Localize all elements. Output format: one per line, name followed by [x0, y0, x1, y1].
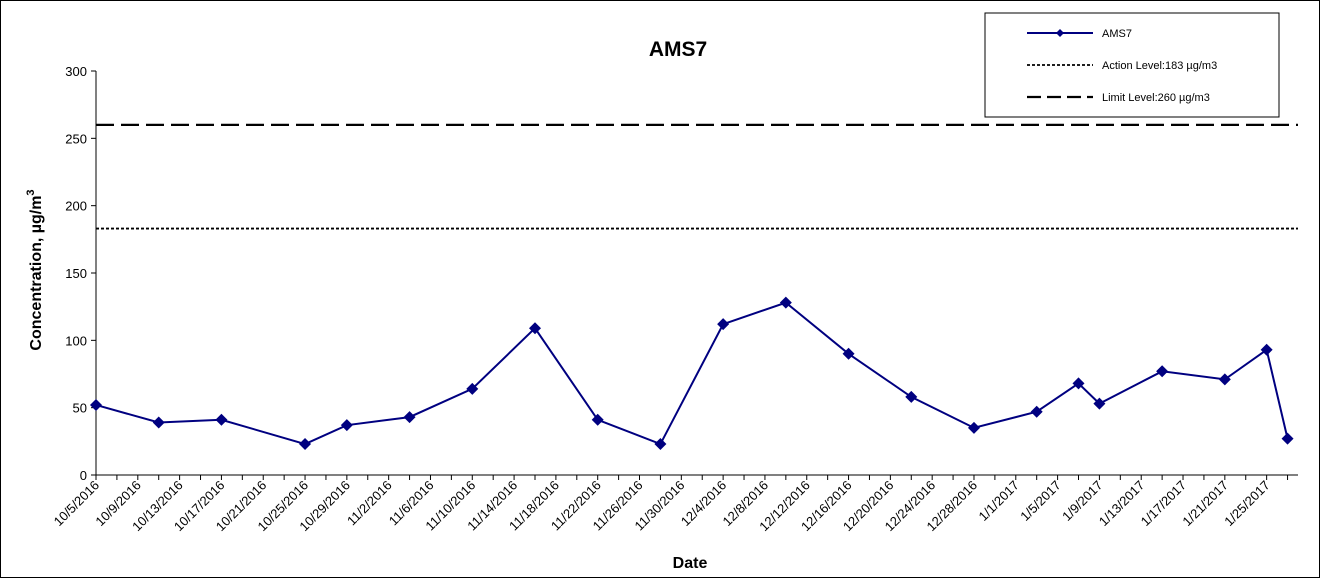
data-point: [1281, 432, 1294, 445]
x-tick-label: 1/25/2017: [1221, 478, 1273, 530]
data-point: [1072, 377, 1085, 390]
legend-label: Limit Level:260 µg/m3: [1102, 92, 1210, 104]
data-point: [967, 421, 980, 434]
legend: AMS7 Action Level:183 µg/m3 Limit Level:26…: [984, 12, 1280, 118]
y-tick-label: 0: [80, 468, 87, 483]
data-point: [779, 296, 792, 309]
data-point: [591, 413, 604, 426]
x-axis-title: Date: [673, 555, 708, 572]
y-tick-label: 50: [73, 401, 87, 416]
legend-label: Action Level:183 µg/m3: [1102, 60, 1217, 72]
y-axis-title-superscript: 3: [25, 189, 37, 195]
data-point: [403, 411, 416, 424]
data-point: [1093, 397, 1106, 410]
data-point: [215, 413, 228, 426]
x-tick-label: 1/1/2017: [976, 478, 1022, 524]
labels: AMS7 Date Concentration, µg/m3: [25, 38, 707, 572]
data-point: [340, 419, 353, 432]
chart-title: AMS7: [649, 38, 707, 61]
y-axis-title: Concentration, µg/m3: [25, 189, 45, 350]
axes: 05010015020025030010/5/201610/9/201610/1…: [51, 64, 1298, 534]
data-point: [152, 416, 165, 429]
data-point: [842, 347, 855, 360]
data-point: [1218, 373, 1231, 386]
data-point: [654, 438, 667, 451]
data-point: [90, 398, 102, 411]
legend-label: AMS7: [1102, 28, 1132, 40]
y-tick-label: 150: [65, 266, 87, 281]
x-tick-label: 11/2/2016: [344, 478, 395, 529]
legend-box: [984, 12, 1280, 118]
data-point: [1260, 343, 1273, 356]
legend-marker: [1056, 29, 1064, 37]
reference-lines: [96, 123, 1298, 230]
data-point: [1030, 405, 1043, 418]
series-line-ams7: [95, 301, 1289, 446]
y-tick-label: 100: [65, 333, 87, 348]
y-tick-label: 250: [65, 131, 87, 146]
y-tick-label: 300: [65, 64, 87, 79]
data-point: [466, 382, 479, 395]
data-point: [528, 322, 541, 335]
x-tick-label: 1/5/2017: [1017, 478, 1063, 524]
data-point: [299, 438, 312, 451]
data-point: [1156, 365, 1169, 378]
y-tick-label: 200: [65, 199, 87, 214]
series-layer: [90, 296, 1294, 451]
data-point: [905, 390, 918, 403]
data-point: [717, 318, 730, 331]
y-axis-title-main: Concentration, µg/m: [28, 196, 45, 351]
